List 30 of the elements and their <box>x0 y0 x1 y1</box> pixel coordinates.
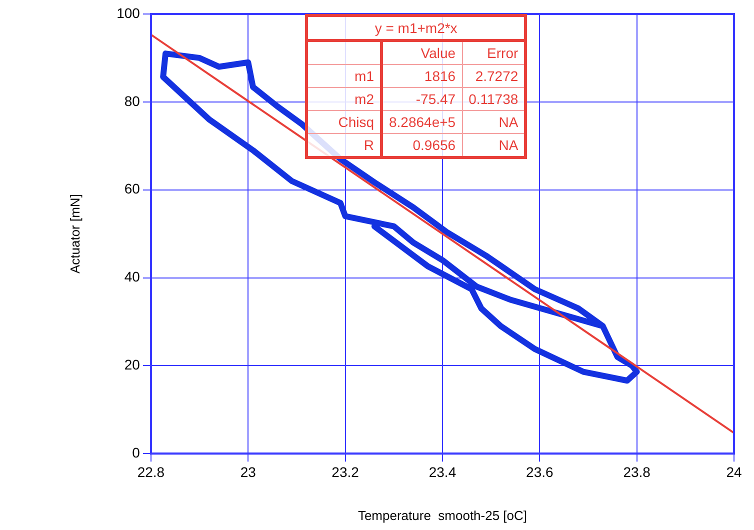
x-tick-label: 23.6 <box>526 464 554 480</box>
y-tick-label: 20 <box>124 356 140 373</box>
annotation: 0.9656 <box>382 134 462 158</box>
x-tick-label: 23.4 <box>428 464 456 480</box>
y-tick-label: 100 <box>116 4 140 21</box>
y-axis-title: Actuator [mN] <box>67 194 82 274</box>
annotation: NA <box>462 110 526 134</box>
annotation: 2.7272 <box>462 64 526 88</box>
annotation: m2 <box>306 88 382 110</box>
y-tick-label: 0 <box>132 444 140 460</box>
annotation: Error <box>462 40 526 64</box>
annotation: NA <box>462 134 526 158</box>
x-axis-title: Temperature smooth-25 [oC] <box>358 508 528 523</box>
x-tick-label: 23.8 <box>623 464 651 480</box>
annotation: y = m1+m2*x <box>306 16 526 40</box>
annotation: R <box>306 134 382 158</box>
annotation: 8.2864e+5 <box>382 110 462 134</box>
x-tick-label: 23.2 <box>332 464 360 480</box>
x-tick-label: 22.8 <box>137 464 165 480</box>
annotation: Chisq <box>306 110 382 134</box>
y-tick-label: 80 <box>124 92 140 109</box>
annotation: -75.47 <box>382 88 462 110</box>
x-tick-label: 24 <box>726 464 742 480</box>
x-tick-label: 23 <box>240 464 256 480</box>
annotation: Value <box>382 40 462 64</box>
y-tick-label: 40 <box>124 268 140 285</box>
annotation: 1816 <box>382 64 462 88</box>
annotation: 0.11738 <box>462 88 526 110</box>
y-tick-label: 60 <box>124 180 140 197</box>
annotation: m1 <box>306 64 382 88</box>
